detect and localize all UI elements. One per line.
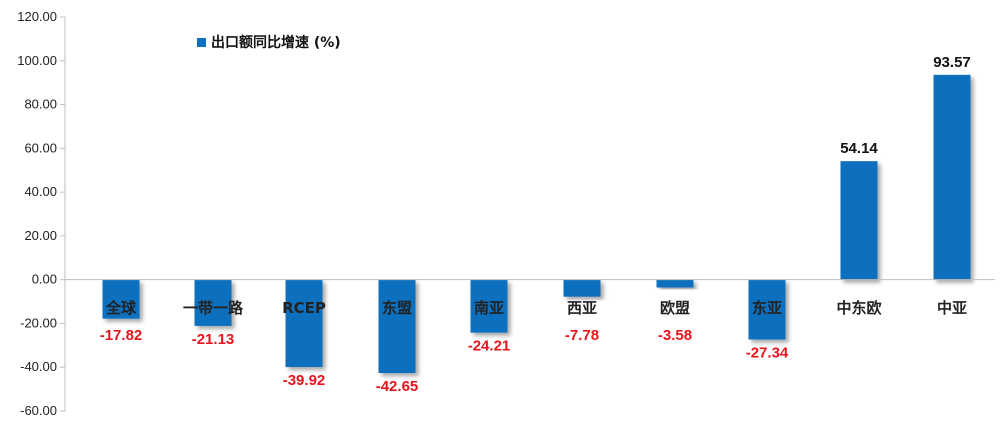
y-tick-label: 80.00 — [24, 97, 57, 112]
category-label: 西亚 — [567, 299, 597, 317]
legend-swatch — [197, 38, 206, 47]
bar — [285, 279, 323, 368]
legend-label: 出口额同比增速 (%) — [211, 34, 341, 51]
y-tick-label: 100.00 — [17, 53, 57, 68]
category-label: 东亚 — [752, 299, 782, 317]
bar — [194, 279, 232, 326]
y-tick-label: 40.00 — [24, 184, 57, 199]
data-label: 54.14 — [840, 140, 878, 157]
data-label: 93.57 — [933, 54, 971, 71]
bar — [748, 279, 786, 340]
data-label: -39.92 — [283, 372, 326, 389]
data-label: -17.82 — [100, 327, 143, 344]
y-tick-label: -40.00 — [20, 359, 57, 374]
bar — [378, 279, 416, 374]
category-label: 南亚 — [474, 299, 504, 317]
value-labels: -17.82 -21.13 -39.92 -42.65 -24.21 -7.78 -3.58… — [100, 54, 971, 395]
y-tick-label: 60.00 — [24, 140, 57, 155]
y-tick-label: 0.00 — [32, 272, 57, 287]
bar — [656, 279, 694, 288]
data-label: -3.58 — [658, 327, 692, 344]
category-label: 中东欧 — [836, 299, 881, 317]
category-label: 欧盟 — [660, 299, 690, 317]
bars-group — [102, 74, 971, 374]
data-label: -24.21 — [468, 338, 511, 355]
category-label: RCEP — [282, 299, 326, 317]
bar — [563, 279, 601, 297]
bar — [102, 279, 140, 319]
y-tick-label: -60.00 — [20, 403, 57, 418]
legend: 出口额同比增速 (%) — [197, 34, 341, 51]
category-label: 全球 — [105, 299, 137, 317]
data-label: -21.13 — [192, 331, 235, 348]
y-tick-label: 120.00 — [17, 9, 57, 24]
y-axis: 120.00 100.00 80.00 60.00 40.00 20.00 0.00 -20.… — [17, 9, 66, 418]
y-tick-label: -20.00 — [20, 315, 57, 330]
category-label: 一带一路 — [183, 299, 244, 317]
y-tick-label: 20.00 — [24, 228, 57, 243]
category-label: 东盟 — [382, 299, 412, 317]
bar — [840, 161, 878, 280]
data-label: -27.34 — [746, 345, 789, 362]
bar — [470, 279, 508, 333]
data-label: -7.78 — [565, 327, 599, 344]
category-labels: 全球 一带一路 RCEP 东盟 南亚 西亚 欧盟 东亚 中东欧 中亚 — [105, 299, 967, 317]
category-label: 中亚 — [937, 299, 967, 317]
data-label: -42.65 — [376, 378, 419, 395]
bar — [933, 74, 971, 280]
